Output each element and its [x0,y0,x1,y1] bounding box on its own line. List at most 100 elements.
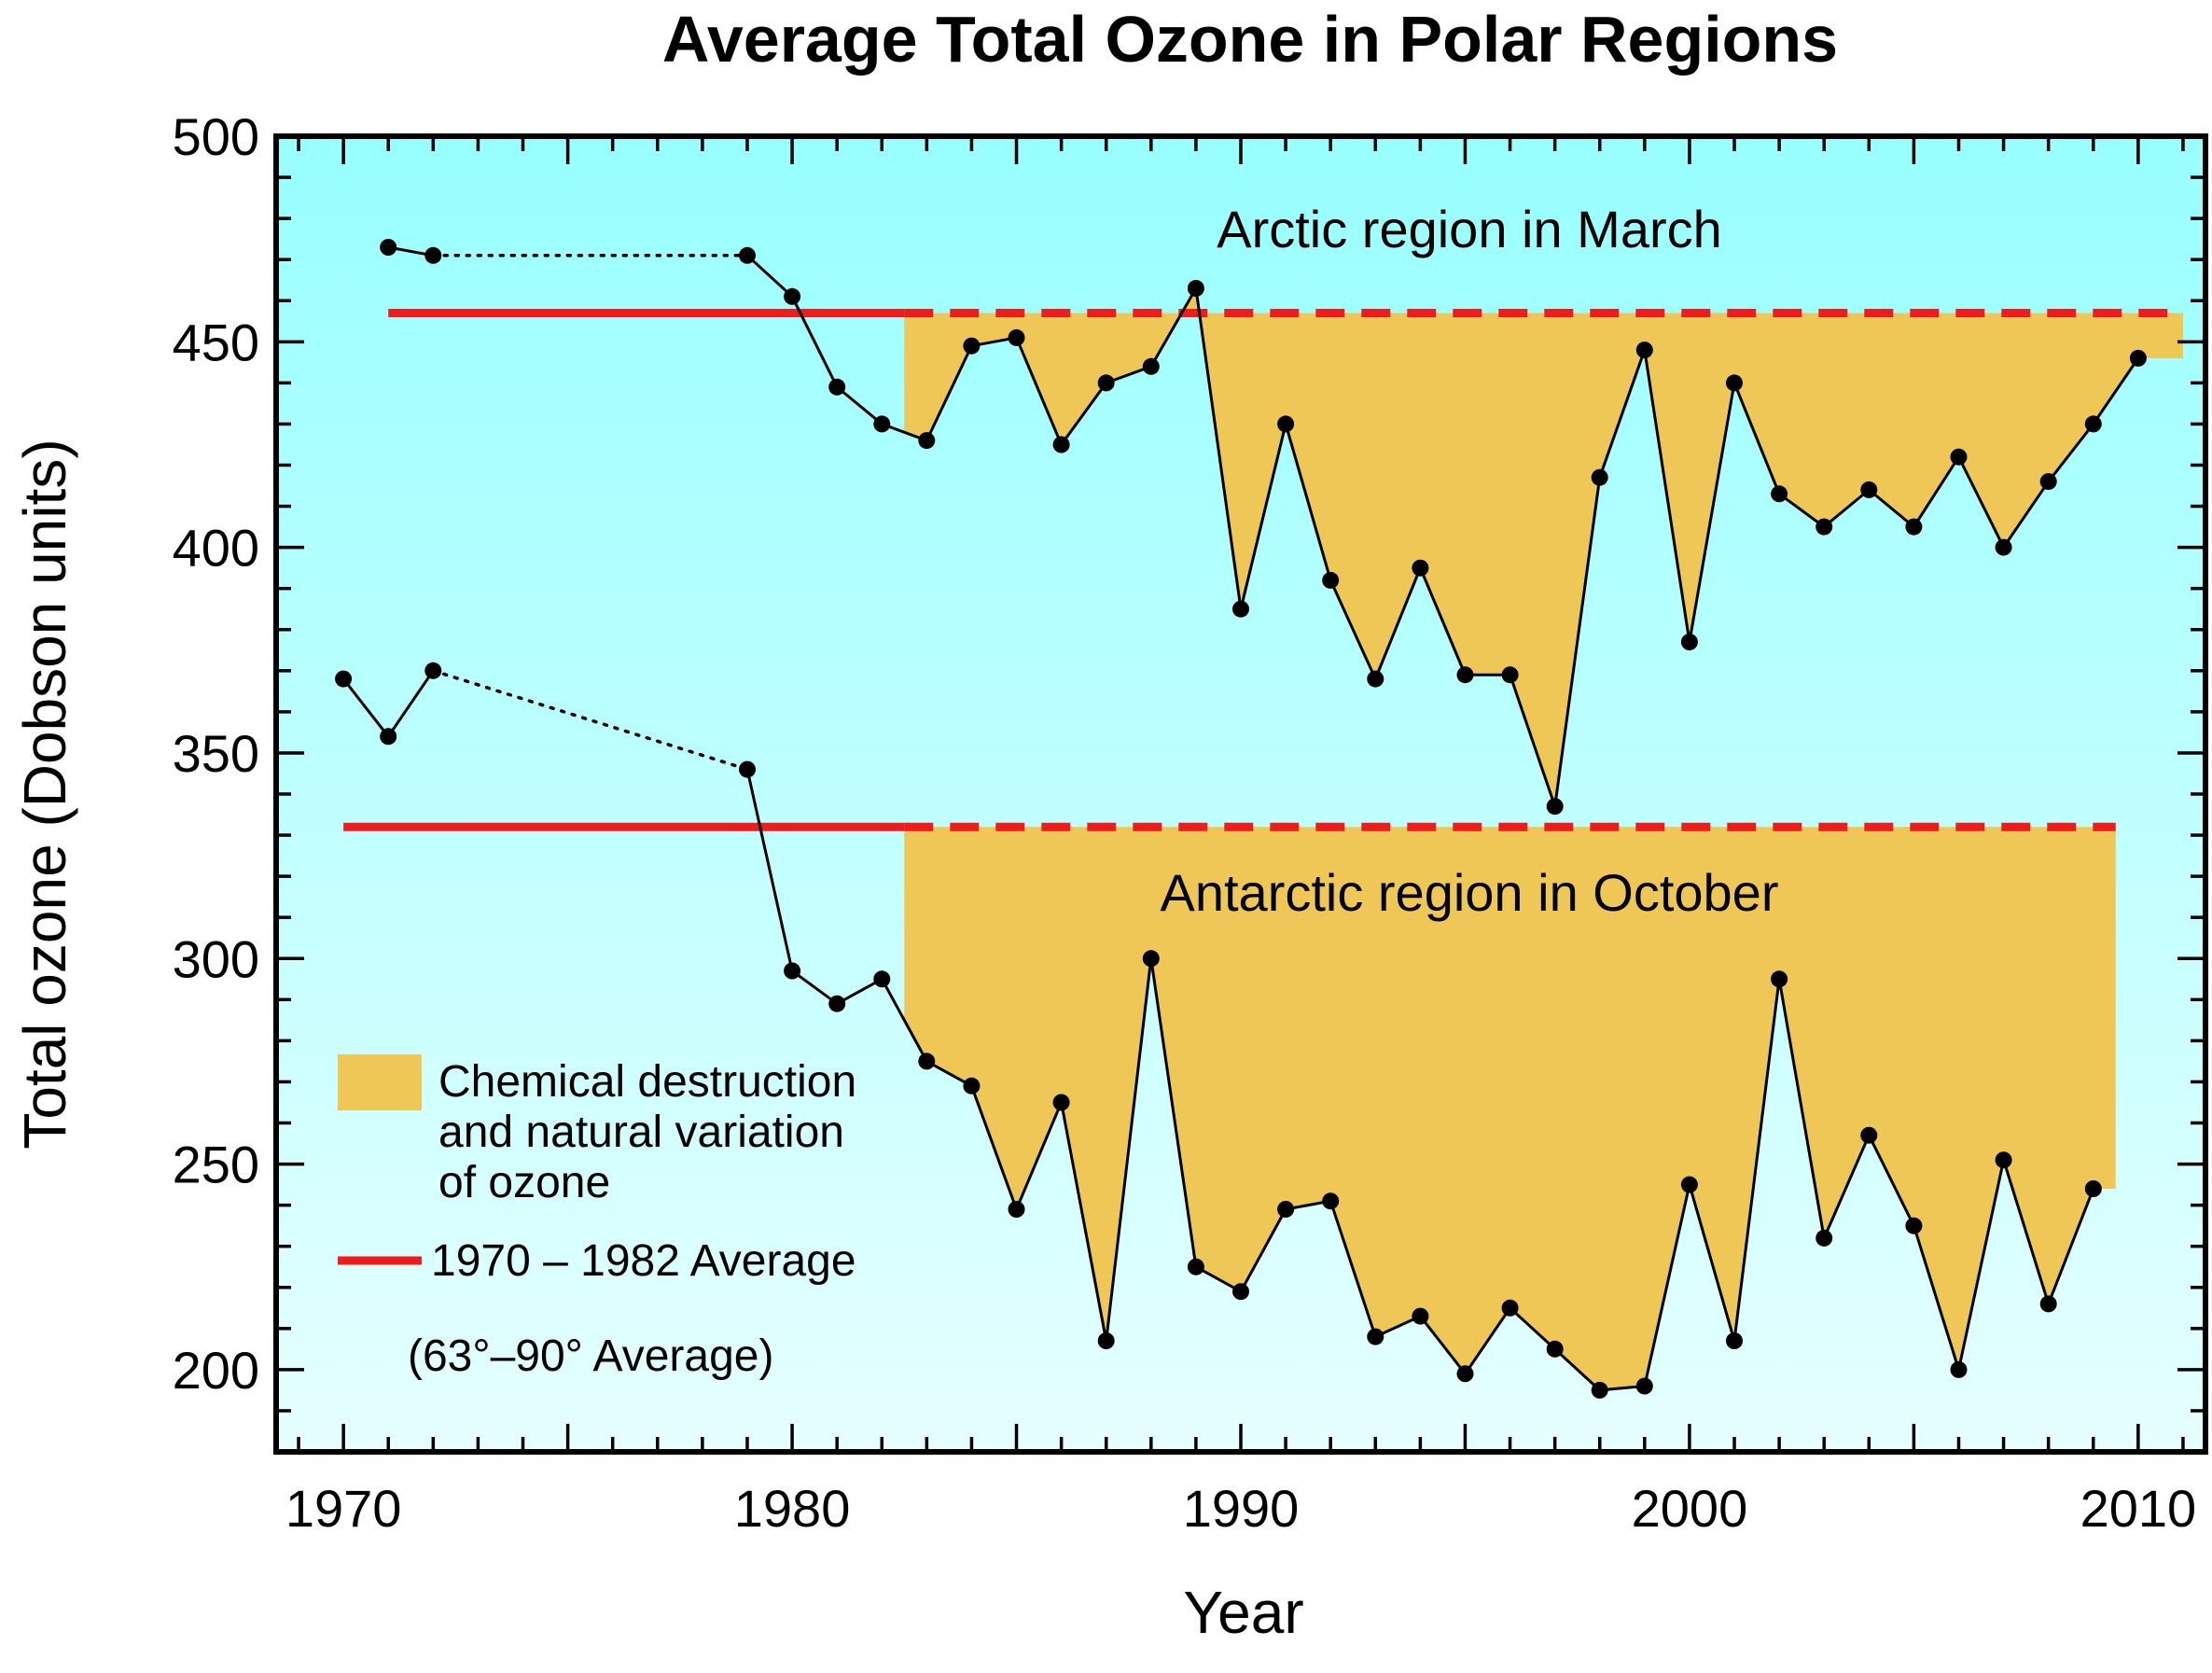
y-tick-label-500: 500 [173,107,259,166]
arctic-point-1983 [918,432,936,450]
x-tick-label-2000: 2000 [1632,1479,1748,1538]
antarctic-point-1996 [1501,1299,1519,1317]
antarctic-point-1991 [1277,1201,1295,1218]
arctic-point-1995 [1456,666,1474,684]
y-axis-label: Total ozone (Dobson units) [11,439,78,1149]
antarctic-point-1986 [1052,1094,1070,1111]
y-tick-label-200: 200 [173,1341,259,1400]
y-tick-label-350: 350 [173,724,259,783]
antarctic-point-1980 [784,962,801,980]
arctic-point-1997 [1546,798,1564,816]
arctic-point-2010 [2129,349,2147,367]
x-tick-label-1980: 1980 [734,1479,851,1538]
arctic-point-1992 [1322,571,1340,589]
arctic-point-1971 [380,239,397,256]
antarctic-point-2007 [1995,1151,2012,1169]
antarctic-point-2005 [1905,1217,1923,1234]
arctic-point-1988 [1142,357,1160,375]
arctic-point-1993 [1367,670,1384,688]
arctic-point-1989 [1187,280,1204,297]
antarctic-point-1985 [1008,1201,1025,1218]
x-tick-label-1990: 1990 [1183,1479,1300,1538]
legend-fill-label-line-2: and natural variation [438,1108,844,1157]
arctic-destruction-fill [904,288,2183,807]
arctic-point-2003 [1816,518,1833,536]
arctic-point-2008 [2039,473,2057,491]
antarctic-point-2006 [1950,1360,1968,1378]
antarctic-point-1983 [918,1053,936,1070]
legend-fill-label-line-3: of ozone [438,1158,610,1207]
x-tick-label-1970: 1970 [285,1479,402,1538]
antarctic-point-1997 [1546,1340,1564,1358]
antarctic-point-1992 [1322,1192,1340,1210]
antarctic-point-1979 [739,760,756,778]
arctic-region-label: Arctic region in March [1217,200,1722,258]
antarctic-point-2000 [1680,1176,1698,1193]
antarctic-point-1990 [1232,1283,1249,1301]
antarctic-point-2004 [1860,1126,1878,1144]
y-tick-label-300: 300 [173,929,259,988]
arctic-point-1980 [784,287,801,305]
x-axis-label: Year [1183,1579,1303,1646]
legend-note: (63°–90° Average) [408,1331,773,1381]
arctic-point-1982 [873,415,891,433]
series-points-layer [335,239,2147,1399]
antarctic-point-1995 [1456,1365,1474,1383]
legend-fill-label-line-1: Chemical destruction [438,1057,856,1107]
antarctic-point-1981 [828,995,846,1012]
arctic-point-2009 [2084,415,2102,433]
antarctic-point-1989 [1187,1258,1204,1276]
arctic-point-1981 [828,378,846,396]
antarctic-point-2003 [1816,1229,1833,1247]
legend: Chemical destruction and natural variati… [338,1054,856,1381]
arctic-point-1990 [1232,600,1249,618]
antarctic-point-1982 [873,970,891,988]
chart-title: Average Total Ozone in Polar Regions [662,3,1838,76]
antarctic-point-1972 [424,662,442,679]
arctic-point-1986 [1052,436,1070,453]
arctic-point-2004 [1860,481,1878,498]
antarctic-point-1994 [1412,1307,1429,1325]
antarctic-point-2008 [2039,1295,2057,1313]
antarctic-point-1988 [1142,950,1160,968]
arctic-point-2000 [1680,634,1698,650]
antarctic-destruction-fill [904,827,2116,1390]
legend-fill-swatch [338,1054,422,1110]
arctic-point-1994 [1412,559,1429,577]
y-tick-label-400: 400 [173,519,259,578]
antarctic-point-1987 [1097,1332,1115,1349]
arctic-point-1984 [963,337,981,355]
arctic-point-1996 [1501,666,1519,684]
antarctic-point-1993 [1367,1328,1384,1345]
arctic-point-2006 [1950,448,1968,466]
y-tick-label-450: 450 [173,313,259,371]
x-tick-label-2010: 2010 [2080,1479,2197,1538]
arctic-point-1998 [1591,468,1608,486]
average-lines-layer [343,308,2183,831]
antarctic-point-2001 [1726,1332,1743,1349]
antarctic-point-1998 [1591,1381,1608,1399]
arctic-point-1985 [1008,328,1025,346]
arctic-point-2002 [1771,485,1788,503]
arctic-point-2005 [1905,518,1923,536]
antarctic-point-1999 [1635,1377,1653,1395]
antarctic-point-2009 [2084,1180,2102,1197]
legend-average-label: 1970 – 1982 Average [431,1236,856,1286]
antarctic-series-gap-dotted [431,669,749,772]
arctic-point-1972 [424,246,442,264]
arctic-point-2007 [1995,538,2012,556]
antarctic-point-1971 [380,728,397,746]
y-tick-label-250: 250 [173,1136,259,1194]
arctic-point-2001 [1726,374,1743,392]
antarctic-point-1970 [335,670,353,688]
arctic-point-1979 [739,246,756,264]
axis-ticks-layer [276,134,2205,1454]
antarctic-region-label: Antarctic region in October [1161,863,1779,922]
tick-labels-layer: 1970 1980 1990 2000 2010 200 250 300 350 400 450 50… [173,107,2197,1538]
arctic-point-1999 [1635,342,1653,359]
destruction-fill-layer [904,288,2183,1390]
arctic-point-1991 [1277,415,1295,433]
arctic-point-1987 [1097,374,1115,392]
antarctic-point-2002 [1771,970,1788,988]
